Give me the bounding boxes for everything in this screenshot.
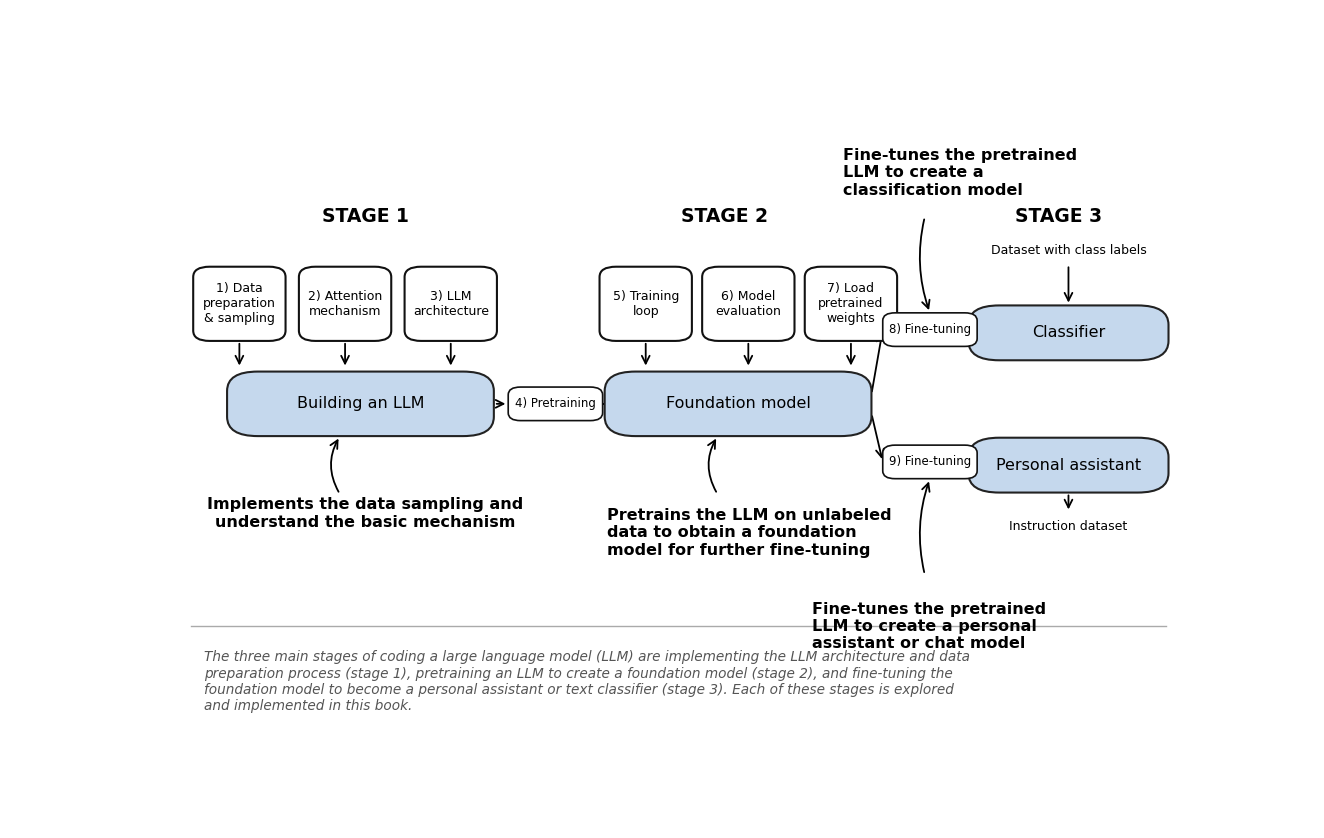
Text: 3) LLM
architecture: 3) LLM architecture: [413, 290, 489, 318]
FancyBboxPatch shape: [228, 371, 494, 436]
Text: 1) Data
preparation
& sampling: 1) Data preparation & sampling: [203, 282, 275, 325]
Text: Implements the data sampling and
understand the basic mechanism: Implements the data sampling and underst…: [208, 497, 524, 530]
Text: The three main stages of coding a large language model (LLM) are implementing th: The three main stages of coding a large …: [204, 650, 970, 713]
Text: 6) Model
evaluation: 6) Model evaluation: [715, 290, 781, 318]
Text: Personal assistant: Personal assistant: [996, 458, 1141, 473]
Text: Fine-tunes the pretrained
LLM to create a
classification model: Fine-tunes the pretrained LLM to create …: [843, 148, 1076, 198]
Text: STAGE 2: STAGE 2: [682, 207, 768, 226]
Text: Building an LLM: Building an LLM: [297, 396, 424, 411]
FancyBboxPatch shape: [968, 437, 1169, 493]
Text: 2) Attention
mechanism: 2) Attention mechanism: [308, 290, 383, 318]
Text: Pretrains the LLM on unlabeled
data to obtain a foundation
model for further fin: Pretrains the LLM on unlabeled data to o…: [606, 508, 891, 558]
Text: 4) Pretraining: 4) Pretraining: [515, 397, 596, 411]
FancyBboxPatch shape: [508, 387, 602, 421]
FancyBboxPatch shape: [600, 266, 692, 341]
FancyBboxPatch shape: [405, 266, 496, 341]
Text: STAGE 3: STAGE 3: [1014, 207, 1102, 226]
Text: Instruction dataset: Instruction dataset: [1009, 520, 1128, 533]
FancyBboxPatch shape: [968, 305, 1169, 360]
Text: Foundation model: Foundation model: [666, 396, 810, 411]
FancyBboxPatch shape: [193, 266, 286, 341]
FancyBboxPatch shape: [702, 266, 794, 341]
Text: 5) Training
loop: 5) Training loop: [613, 290, 679, 318]
Text: Dataset with class labels: Dataset with class labels: [990, 244, 1147, 256]
Text: 9) Fine-tuning: 9) Fine-tuning: [888, 455, 970, 468]
FancyBboxPatch shape: [883, 445, 977, 478]
FancyBboxPatch shape: [299, 266, 392, 341]
Text: Classifier: Classifier: [1031, 325, 1106, 340]
Text: 7) Load
pretrained
weights: 7) Load pretrained weights: [818, 282, 883, 325]
FancyBboxPatch shape: [883, 313, 977, 346]
FancyBboxPatch shape: [805, 266, 898, 341]
FancyBboxPatch shape: [605, 371, 871, 436]
Text: 8) Fine-tuning: 8) Fine-tuning: [888, 323, 970, 336]
Text: Fine-tunes the pretrained
LLM to create a personal
assistant or chat model: Fine-tunes the pretrained LLM to create …: [812, 602, 1046, 651]
Text: STAGE 1: STAGE 1: [322, 207, 409, 226]
